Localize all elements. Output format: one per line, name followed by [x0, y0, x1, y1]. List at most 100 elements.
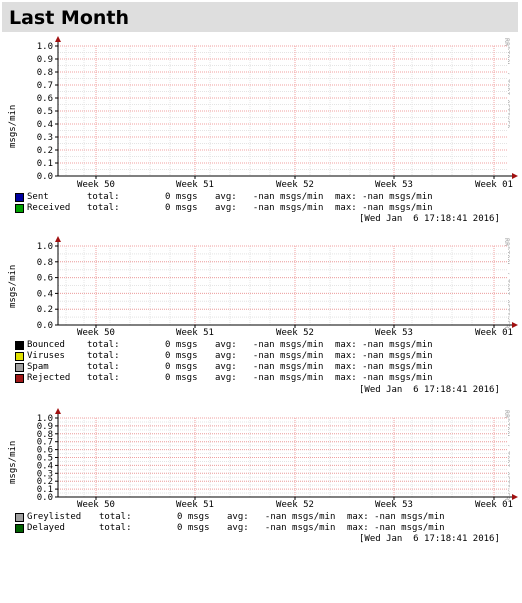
legend-row: Spam total: 0 msgs avg: -nan msgs/min ma…: [15, 362, 433, 373]
y-tick-label: 0.9: [37, 55, 53, 65]
legend-avg: avg: -nan msgs/min: [215, 351, 324, 361]
legend-swatch: [15, 513, 24, 522]
y-tick-label: 0.6: [37, 274, 53, 284]
greylist-delayed-graph: msgs/min RRDTOOL / TOBI OETIKER 0.00.10.…: [0, 408, 522, 548]
y-tick-label: 0.8: [37, 430, 53, 440]
y-tick-label: 0.3: [37, 133, 53, 143]
legend-avg: avg: -nan msgs/min: [215, 362, 324, 372]
y-tick-label: 0.2: [37, 477, 53, 487]
x-tick-label: Week 51: [176, 180, 214, 190]
legend-total-value: 0 msgs: [165, 362, 198, 372]
legend-total-label: total:: [87, 373, 120, 383]
legend-series-name: Bounced: [27, 340, 65, 350]
legend-max: max: -nan msgs/min: [335, 340, 433, 350]
y-tick-label: 0.0: [37, 321, 53, 331]
y-axis-arrow: [55, 236, 61, 242]
y-tick-label: 0.7: [37, 81, 53, 91]
legend-avg: avg: -nan msgs/min: [215, 373, 324, 383]
y-tick-label: 0.2: [37, 305, 53, 315]
legend-series-name: Received: [27, 203, 71, 213]
legend-swatch: [15, 193, 24, 202]
legend-total-label: total:: [87, 340, 120, 350]
x-tick-label: Week 52: [276, 328, 314, 338]
legend-max: max: -nan msgs/min: [335, 203, 433, 213]
y-tick-label: 1.0: [37, 42, 53, 52]
legend-row: Delayed total: 0 msgs avg: -nan msgs/min…: [15, 523, 445, 534]
legend-swatch: [15, 352, 24, 361]
legend-total-label: total:: [99, 512, 132, 522]
x-tick-label: Week 50: [77, 180, 115, 190]
x-axis-arrow: [512, 173, 518, 179]
y-tick-label: 0.5: [37, 107, 53, 117]
y-tick-label: 0.4: [37, 289, 53, 299]
legend-series-name: Sent: [27, 192, 49, 202]
y-tick-label: 0.6: [37, 94, 53, 104]
legend-avg: avg: -nan msgs/min: [215, 340, 324, 350]
x-tick-label: Week 51: [176, 328, 214, 338]
legend-row: Bounced total: 0 msgs avg: -nan msgs/min…: [15, 340, 433, 351]
y-tick-label: 0.8: [37, 68, 53, 78]
y-axis-arrow: [55, 36, 61, 42]
x-axis-arrow: [512, 322, 518, 328]
y-tick-label: 1.0: [37, 414, 53, 424]
legend-swatch: [15, 524, 24, 533]
timestamp: [Wed Jan 6 17:18:41 2016]: [359, 534, 500, 544]
legend-row: Viruses total: 0 msgs avg: -nan msgs/min…: [15, 351, 433, 362]
legend-total-value: 0 msgs: [177, 523, 210, 533]
legend-series-name: Delayed: [27, 523, 65, 533]
x-axis-arrow: [512, 494, 518, 500]
page-title: Last Month: [9, 7, 130, 29]
x-tick-label: Week 53: [375, 328, 413, 338]
x-tick-label: Week 50: [77, 500, 115, 510]
y-tick-label: 0.0: [37, 172, 53, 182]
y-tick-label: 0.8: [37, 258, 53, 268]
legend-total-value: 0 msgs: [165, 351, 198, 361]
legend-total-value: 0 msgs: [177, 512, 210, 522]
legend-row: Sent total: 0 msgs avg: -nan msgs/min ma…: [15, 192, 433, 203]
legend-swatch: [15, 374, 24, 383]
x-tick-label: Week 01: [475, 180, 513, 190]
legend-avg: avg: -nan msgs/min: [227, 512, 336, 522]
timestamp: [Wed Jan 6 17:18:41 2016]: [359, 385, 500, 395]
legend-max: max: -nan msgs/min: [347, 523, 445, 533]
y-axis-arrow: [55, 408, 61, 414]
legend-total-value: 0 msgs: [165, 203, 198, 213]
legend-row: Greylisted total: 0 msgs avg: -nan msgs/…: [15, 512, 445, 523]
legend-max: max: -nan msgs/min: [335, 192, 433, 202]
legend-max: max: -nan msgs/min: [335, 373, 433, 383]
y-tick-label: 0.6: [37, 446, 53, 456]
legend-series-name: Viruses: [27, 351, 65, 361]
x-tick-label: Week 51: [176, 500, 214, 510]
legend-series-name: Rejected: [27, 373, 71, 383]
timestamp: [Wed Jan 6 17:18:41 2016]: [359, 214, 500, 224]
legend-total-label: total:: [87, 192, 120, 202]
y-tick-label: 0.9: [37, 422, 53, 432]
y-tick-label: 0.3: [37, 469, 53, 479]
legend-series-name: Spam: [27, 362, 49, 372]
legend-swatch: [15, 341, 24, 350]
x-tick-label: Week 53: [375, 180, 413, 190]
graph-plot: 0.0 0.2 0.4 0.6 0.8 1.0 Week 50 Week 51 Week 52 W…: [37, 236, 518, 338]
legend-max: max: -nan msgs/min: [347, 512, 445, 522]
y-tick-label: 0.0: [37, 493, 53, 503]
y-tick-label: 1.0: [37, 242, 53, 252]
page-header: Last Month: [2, 2, 518, 32]
legend-total-value: 0 msgs: [165, 373, 198, 383]
y-tick-label: 0.5: [37, 454, 53, 464]
x-tick-label: Week 01: [475, 328, 513, 338]
legend-avg: avg: -nan msgs/min: [215, 192, 324, 202]
x-tick-label: Week 52: [276, 180, 314, 190]
legend-swatch: [15, 204, 24, 213]
y-tick-label: 0.4: [37, 120, 53, 130]
legend-total-value: 0 msgs: [165, 192, 198, 202]
legend-row: Received total: 0 msgs avg: -nan msgs/mi…: [15, 203, 433, 214]
legend-row: Rejected total: 0 msgs avg: -nan msgs/mi…: [15, 373, 433, 384]
legend-max: max: -nan msgs/min: [335, 351, 433, 361]
legend-avg: avg: -nan msgs/min: [215, 203, 324, 213]
legend-max: max: -nan msgs/min: [335, 362, 433, 372]
legend-total-label: total:: [99, 523, 132, 533]
legend-series-name: Greylisted: [27, 512, 82, 522]
legend-total-label: total:: [87, 362, 120, 372]
